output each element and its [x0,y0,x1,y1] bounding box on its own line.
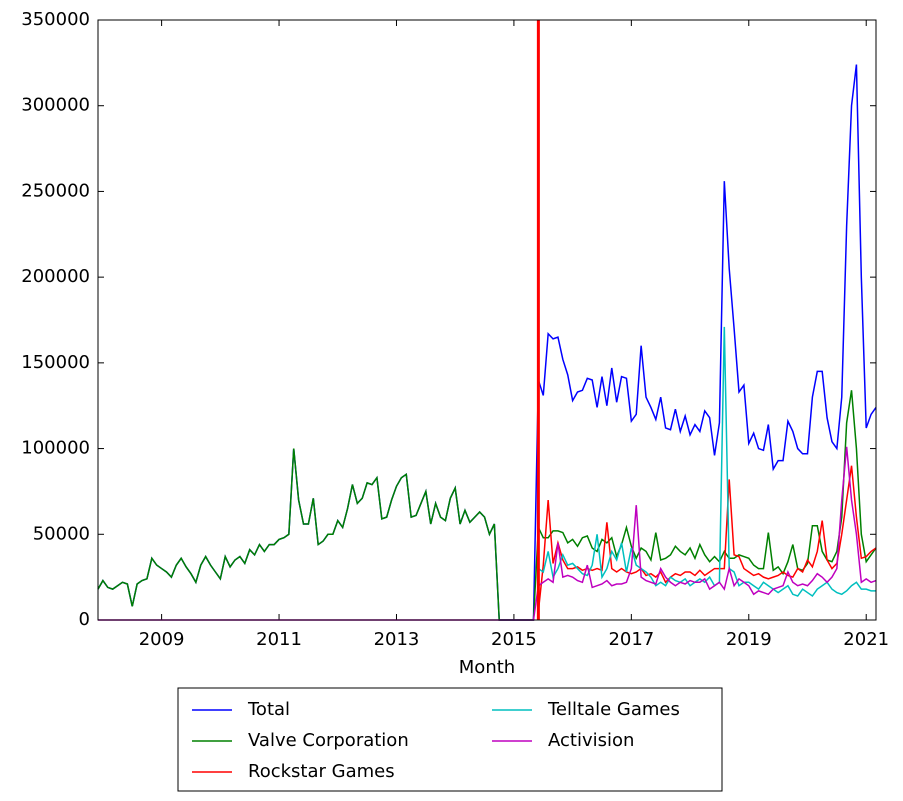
legend-label: Valve Corporation [248,730,409,751]
series-line [537,465,877,612]
y-tick-label: 100000 [21,438,90,459]
y-tick-label: 50000 [33,523,90,544]
legend-label: Rockstar Games [248,761,395,782]
x-tick-label: 2013 [374,629,420,650]
x-tick-label: 2021 [843,629,889,650]
series-line [97,390,877,621]
plot-frame [97,19,877,621]
x-tick-label: 2019 [726,629,772,650]
x-tick-label: 2011 [256,629,302,650]
y-tick-label: 350000 [21,9,90,30]
series-line [98,446,877,621]
legend-box [177,687,723,792]
y-tick-label: 300000 [21,95,90,116]
x-tick-label: 2015 [491,629,537,650]
legend-label: Total [247,699,290,720]
x-tick-label: 2009 [139,629,185,650]
legend-label: Telltale Games [547,699,680,720]
y-tick-label: 200000 [21,266,90,287]
y-tick-label: 150000 [21,352,90,373]
series-line [97,64,877,621]
x-axis-label: Month [459,657,515,678]
y-tick-label: 250000 [21,180,90,201]
x-tick-label: 2017 [608,629,654,650]
legend-label: Activision [548,730,634,751]
y-tick-label: 0 [79,609,90,630]
series-line [537,326,876,598]
